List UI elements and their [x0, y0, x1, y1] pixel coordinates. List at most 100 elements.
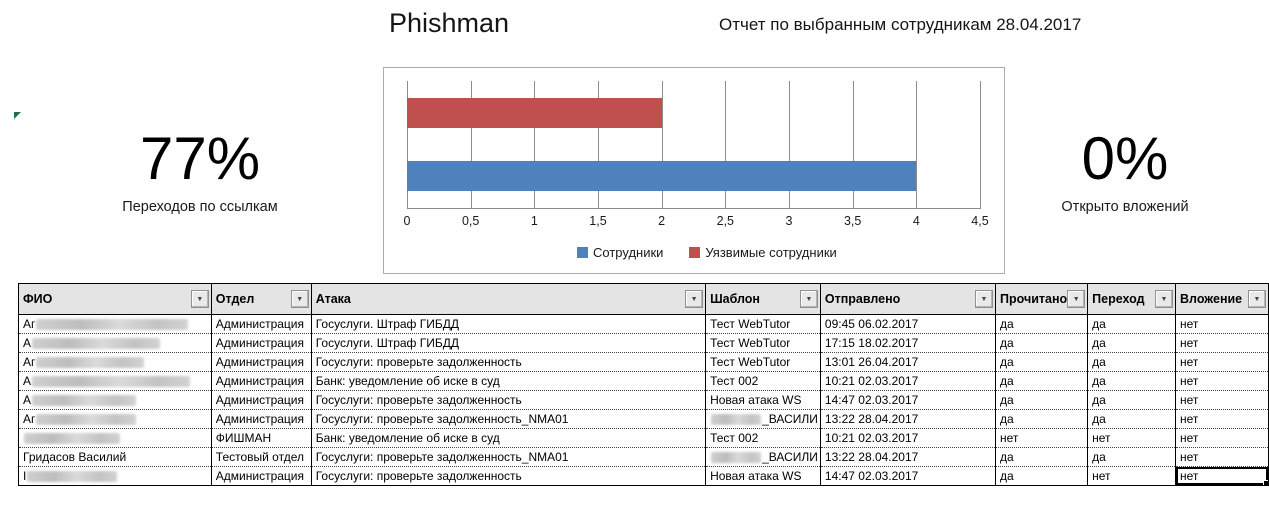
- cell-attack[interactable]: Госуслуги: проверьте задолженность: [310, 466, 707, 486]
- cell-fio[interactable]: Гридасов Василий: [18, 447, 212, 467]
- cell-click[interactable]: да: [1087, 447, 1177, 467]
- cell-template[interactable]: Тест 002: [705, 428, 821, 448]
- cell-template[interactable]: Новая атака WS: [705, 390, 821, 410]
- cell-attachment[interactable]: нет: [1175, 314, 1269, 334]
- x-tick-label: 0,5: [461, 214, 480, 228]
- cell-read[interactable]: нет: [994, 428, 1089, 448]
- template-text: Новая атака WS: [710, 393, 802, 407]
- cell-sent[interactable]: 09:45 06.02.2017: [819, 314, 997, 334]
- cell-template[interactable]: Тест WebTutor: [705, 352, 821, 372]
- table-row: Аг Администрация Госуслуги: проверьте задо…: [18, 352, 1269, 372]
- filter-dropdown-button[interactable]: ▼: [190, 290, 209, 308]
- cell-department[interactable]: Администрация: [210, 314, 312, 334]
- cell-attachment[interactable]: нет: [1175, 390, 1269, 410]
- cell-attack[interactable]: Госуслуги: проверьте задолженность_NMA01: [310, 409, 707, 429]
- cell-template[interactable]: Тест WebTutor: [705, 333, 821, 353]
- x-axis-line: [407, 208, 980, 209]
- column-header-7[interactable]: Переход ▼: [1087, 283, 1177, 315]
- column-header-3[interactable]: Атака ▼: [310, 283, 707, 315]
- cell-sent[interactable]: 13:01 26.04.2017: [819, 352, 997, 372]
- cell-attachment-selected[interactable]: нет: [1175, 466, 1269, 486]
- column-header-1[interactable]: ФИО ▼: [18, 283, 212, 315]
- cell-click[interactable]: да: [1087, 371, 1177, 391]
- cell-attachment[interactable]: нет: [1175, 409, 1269, 429]
- cell-read[interactable]: да: [994, 409, 1089, 429]
- cell-read[interactable]: да: [994, 466, 1089, 486]
- redacted-text: [711, 414, 762, 426]
- results-table: ФИО ▼ Отдел ▼ Атака ▼ Шаблон ▼ Отправлено ▼ Прочит…: [18, 283, 1269, 486]
- column-header-5[interactable]: Отправлено ▼: [819, 283, 997, 315]
- cell-template[interactable]: _ВАСИЛИ: [705, 409, 821, 429]
- filter-dropdown-button[interactable]: ▼: [799, 290, 818, 308]
- cell-fio[interactable]: Аг: [18, 409, 212, 429]
- cell-read[interactable]: да: [994, 314, 1089, 334]
- cell-click[interactable]: да: [1087, 409, 1177, 429]
- cell-department[interactable]: Администрация: [210, 390, 312, 410]
- cell-department[interactable]: Администрация: [210, 466, 312, 486]
- cell-read[interactable]: да: [994, 390, 1089, 410]
- cell-attachment[interactable]: нет: [1175, 333, 1269, 353]
- cell-fio[interactable]: I: [18, 466, 212, 486]
- column-header-8[interactable]: Вложение ▼: [1175, 283, 1269, 315]
- legend-swatch-icon: [577, 247, 588, 258]
- cell-fio[interactable]: А: [18, 390, 212, 410]
- cell-click[interactable]: да: [1087, 390, 1177, 410]
- cell-fio[interactable]: Аг: [18, 352, 212, 372]
- filter-dropdown-button[interactable]: ▼: [1248, 290, 1266, 308]
- x-tick-label: 1,5: [589, 214, 607, 228]
- cell-attack[interactable]: Госуслуги. Штраф ГИБДД: [310, 333, 707, 353]
- cell-department[interactable]: Администрация: [210, 333, 312, 353]
- cell-attachment[interactable]: нет: [1175, 428, 1269, 448]
- cell-click[interactable]: да: [1087, 314, 1177, 334]
- filter-dropdown-button[interactable]: ▼: [1067, 290, 1086, 308]
- cell-sent[interactable]: 14:47 02.03.2017: [819, 466, 997, 486]
- column-header-4[interactable]: Шаблон ▼: [705, 283, 821, 315]
- cell-attack[interactable]: Госуслуги. Штраф ГИБДД: [310, 314, 707, 334]
- cell-attachment[interactable]: нет: [1175, 371, 1269, 391]
- cell-template[interactable]: Тест WebTutor: [705, 314, 821, 334]
- cell-attack[interactable]: Госуслуги: проверьте задолженность: [310, 352, 707, 372]
- cell-click[interactable]: нет: [1087, 428, 1177, 448]
- cell-sent[interactable]: 10:21 02.03.2017: [819, 371, 997, 391]
- cell-sent[interactable]: 13:22 28.04.2017: [819, 447, 997, 467]
- column-header-label: Переход: [1092, 292, 1145, 306]
- fill-handle[interactable]: [1263, 480, 1268, 485]
- cell-fio[interactable]: [18, 428, 212, 448]
- column-header-2[interactable]: Отдел ▼: [210, 283, 312, 315]
- cell-read[interactable]: да: [994, 447, 1089, 467]
- cell-fio[interactable]: А: [18, 371, 212, 391]
- cell-read[interactable]: да: [994, 352, 1089, 372]
- employees-bar-chart[interactable]: 0 0,5 1 1,5 2 2,5 3 3,5 4 4,5 Сотрудники Уязвимые …: [383, 67, 1005, 274]
- cell-click[interactable]: да: [1087, 333, 1177, 353]
- cell-attack[interactable]: Госуслуги: проверьте задолженность: [310, 390, 707, 410]
- cell-department[interactable]: Администрация: [210, 409, 312, 429]
- cell-click[interactable]: нет: [1087, 466, 1177, 486]
- filter-dropdown-button[interactable]: ▼: [685, 290, 704, 308]
- cell-department[interactable]: Тестовый отдел: [210, 447, 312, 467]
- cell-department[interactable]: Администрация: [210, 352, 312, 372]
- filter-dropdown-button[interactable]: ▼: [290, 290, 309, 308]
- cell-attack[interactable]: Банк: уведомление об иске в суд: [310, 371, 707, 391]
- cell-read[interactable]: да: [994, 333, 1089, 353]
- cell-click[interactable]: да: [1087, 352, 1177, 372]
- cell-sent[interactable]: 17:15 18.02.2017: [819, 333, 997, 353]
- cell-template[interactable]: Новая атака WS: [705, 466, 821, 486]
- column-header-6[interactable]: Прочитано ▼: [994, 283, 1089, 315]
- cell-attachment[interactable]: нет: [1175, 447, 1269, 467]
- cell-department[interactable]: Администрация: [210, 371, 312, 391]
- filter-dropdown-button[interactable]: ▼: [975, 290, 993, 308]
- cell-department[interactable]: ФИШМАН: [210, 428, 312, 448]
- filter-dropdown-button[interactable]: ▼: [1155, 290, 1174, 308]
- cell-fio[interactable]: Аг: [18, 314, 212, 334]
- cell-sent[interactable]: 13:22 28.04.2017: [819, 409, 997, 429]
- cell-attachment[interactable]: нет: [1175, 352, 1269, 372]
- cell-attack[interactable]: Банк: уведомление об иске в суд: [310, 428, 707, 448]
- cell-fio[interactable]: А: [18, 333, 212, 353]
- cell-attack[interactable]: Госуслуги: проверьте задолженность_NMA01: [310, 447, 707, 467]
- cell-sent[interactable]: 14:47 02.03.2017: [819, 390, 997, 410]
- cell-sent[interactable]: 10:21 02.03.2017: [819, 428, 997, 448]
- cell-template[interactable]: Тест 002: [705, 371, 821, 391]
- cell-template[interactable]: _ВАСИЛИ: [705, 447, 821, 467]
- cell-read[interactable]: да: [994, 371, 1089, 391]
- x-tick-label: 2: [658, 214, 666, 228]
